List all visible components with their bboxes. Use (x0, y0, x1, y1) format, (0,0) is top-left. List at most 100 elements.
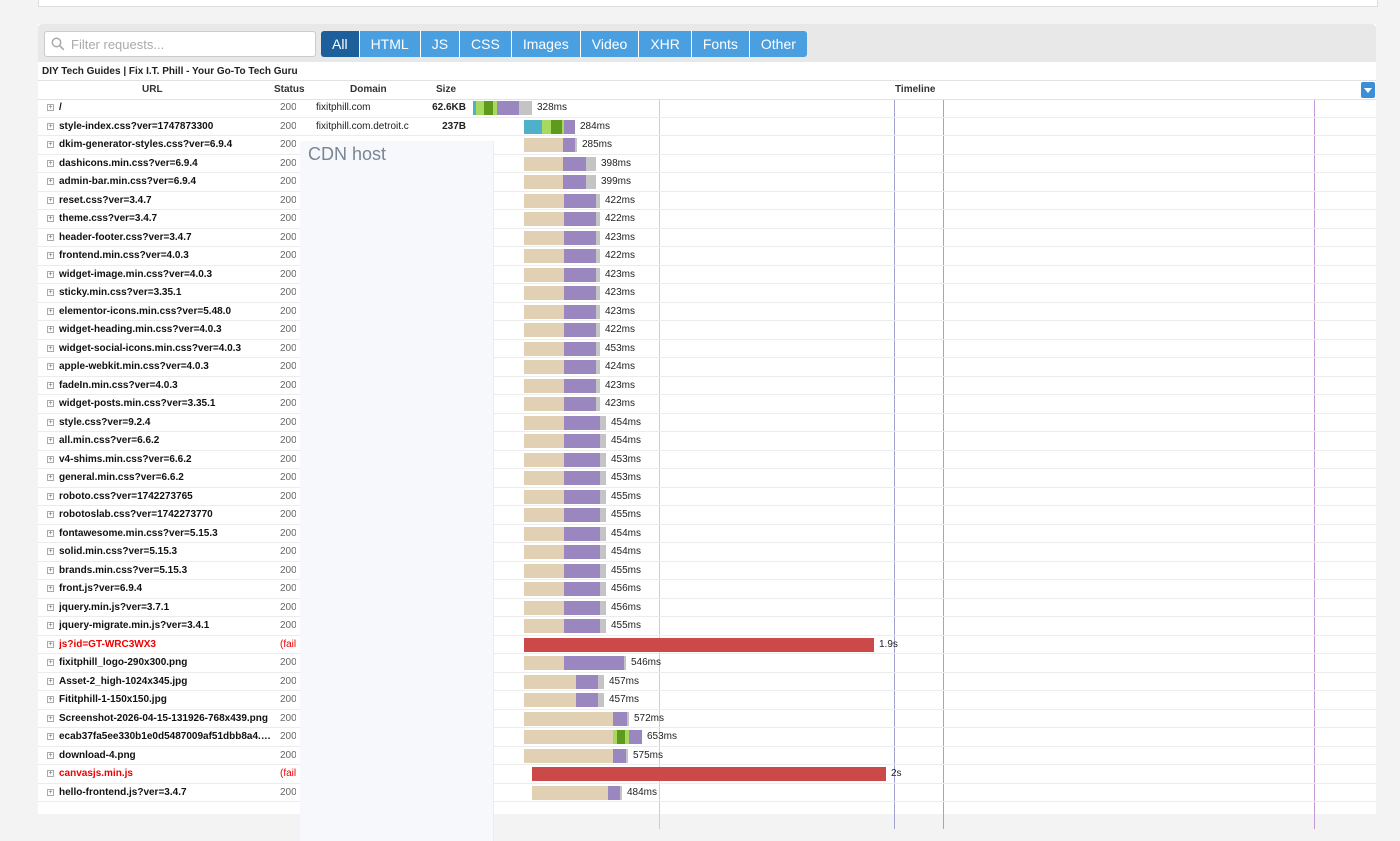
expand-row-icon[interactable]: + (47, 788, 54, 796)
filter-video-button[interactable]: Video (580, 31, 640, 57)
request-row[interactable]: + brands.min.css?ver=5.15.3 200 455ms (38, 562, 1376, 580)
request-row[interactable]: + fixitphill_logo-290x300.png 200 546ms (38, 654, 1376, 673)
filter-js-button[interactable]: JS (420, 31, 461, 57)
filter-css-button[interactable]: CSS (460, 31, 512, 57)
timing-receive (600, 489, 606, 504)
request-total-time: 422ms (605, 324, 636, 335)
expand-row-icon[interactable]: + (47, 474, 54, 481)
expand-row-icon[interactable]: + (47, 733, 54, 740)
expand-row-icon[interactable]: + (47, 344, 54, 352)
expand-row-icon[interactable]: + (47, 455, 54, 463)
request-row[interactable]: + sticky.min.css?ver=3.35.1 200 423ms (38, 284, 1376, 303)
request-row[interactable]: + widget-posts.min.css?ver=3.35.1 200 423ms (38, 395, 1376, 414)
request-row[interactable]: + theme.css?ver=3.4.7 200 422ms (38, 210, 1376, 229)
filter-xhr-button[interactable]: XHR (639, 31, 692, 57)
request-row[interactable]: + v4-shims.min.css?ver=6.6.2 200 453ms (38, 451, 1376, 469)
request-row[interactable]: + download-4.png 200 575ms (38, 747, 1376, 765)
expand-row-icon[interactable]: + (47, 585, 54, 592)
expand-row-icon[interactable]: + (47, 696, 54, 703)
expand-row-icon[interactable]: + (47, 511, 54, 518)
column-domain-header[interactable]: Domain (350, 84, 387, 95)
request-row[interactable]: + Asset-2_high-1024x345.jpg 200 457ms (38, 673, 1376, 691)
expand-row-icon[interactable]: + (47, 770, 54, 777)
expand-row-icon[interactable]: + (47, 751, 54, 759)
timing-wait (563, 138, 575, 152)
filter-images-button[interactable]: Images (511, 31, 581, 57)
request-row[interactable]: + frontend.min.css?ver=4.0.3 200 422ms (38, 247, 1376, 266)
request-row[interactable]: + fontawesome.min.css?ver=5.15.3 200 454ms (38, 525, 1376, 543)
request-row[interactable]: + dashicons.min.css?ver=6.9.4 200 398ms (38, 155, 1376, 173)
request-row[interactable]: + ecab37fa5ee330b1e0d5487009af51dbb8a4.pn… (38, 728, 1376, 747)
expand-row-icon[interactable]: + (47, 659, 54, 666)
request-row[interactable]: + Fititphill-1-150x150.jpg 200 457ms (38, 691, 1376, 710)
request-row[interactable]: + reset.css?ver=3.4.7 200 422ms (38, 192, 1376, 210)
request-row[interactable]: + style-index.css?ver=1747873300 200 fixitp… (38, 118, 1376, 136)
expand-row-icon[interactable]: + (47, 492, 54, 500)
expand-row-icon[interactable]: + (47, 233, 54, 241)
expand-row-icon[interactable]: + (47, 159, 54, 167)
expand-row-icon[interactable]: + (47, 566, 54, 574)
request-row[interactable]: + jquery-migrate.min.js?ver=3.4.1 200 455ms (38, 617, 1376, 636)
request-row[interactable]: + widget-image.min.css?ver=4.0.3 200 423ms (38, 266, 1376, 284)
expand-row-icon[interactable]: + (47, 270, 54, 278)
request-row[interactable]: + elementor-icons.min.css?ver=5.48.0 200 42… (38, 303, 1376, 321)
expand-row-icon[interactable]: + (47, 381, 54, 389)
expand-row-icon[interactable]: + (47, 622, 54, 629)
request-row[interactable]: + dkim-generator-styles.css?ver=6.9.4 200 2… (38, 136, 1376, 155)
expand-row-icon[interactable]: + (47, 640, 54, 648)
expand-row-icon[interactable]: + (47, 400, 54, 407)
filter-search-box[interactable] (44, 31, 316, 57)
expand-row-icon[interactable]: + (47, 196, 54, 204)
request-row[interactable]: + style.css?ver=9.2.4 200 454ms (38, 414, 1376, 432)
request-status: 200 (280, 435, 296, 446)
timing-wait (564, 397, 596, 411)
expand-row-icon[interactable]: + (47, 104, 54, 111)
request-row[interactable]: + widget-heading.min.css?ver=4.0.3 200 422m… (38, 321, 1376, 340)
timing-wait (564, 582, 600, 596)
filter-html-button[interactable]: HTML (359, 31, 421, 57)
expand-row-icon[interactable]: + (47, 215, 54, 222)
request-row[interactable]: + jquery.min.js?ver=3.7.1 200 456ms (38, 599, 1376, 617)
request-row[interactable]: + solid.min.css?ver=5.15.3 200 454ms (38, 543, 1376, 562)
request-row[interactable]: + roboto.css?ver=1742273765 200 455ms (38, 488, 1376, 506)
expand-row-icon[interactable]: + (47, 326, 54, 333)
request-row[interactable]: + robotoslab.css?ver=1742273770 200 455ms (38, 506, 1376, 525)
expand-row-icon[interactable]: + (47, 178, 54, 185)
request-row[interactable]: + / 200 fixitphill.com 62.6KB 328ms (38, 99, 1376, 118)
request-row[interactable]: + fadeIn.min.css?ver=4.0.3 200 423ms (38, 377, 1376, 395)
expand-row-icon[interactable]: + (47, 529, 54, 537)
request-row[interactable]: + admin-bar.min.css?ver=6.9.4 200 399ms (38, 173, 1376, 192)
filter-all-button[interactable]: All (321, 31, 360, 57)
request-row[interactable]: + hello-frontend.js?ver=3.4.7 200 484ms (38, 784, 1376, 802)
expand-row-icon[interactable]: + (47, 677, 54, 685)
expand-row-icon[interactable]: + (47, 418, 54, 426)
expand-row-icon[interactable]: + (47, 714, 54, 722)
filter-other-button[interactable]: Other (749, 31, 807, 57)
filter-requests-input[interactable] (71, 35, 311, 53)
expand-row-icon[interactable]: + (47, 141, 54, 148)
request-row[interactable]: + all.min.css?ver=6.6.2 200 454ms (38, 432, 1376, 451)
request-row[interactable]: + apple-webkit.min.css?ver=4.0.3 200 424ms (38, 358, 1376, 377)
column-timeline-header[interactable]: Timeline (895, 84, 936, 95)
request-status: 200 (280, 509, 296, 520)
request-row[interactable]: + Screenshot-2026-04-15-131926-768x439.pn… (38, 710, 1376, 728)
request-row[interactable]: + general.min.css?ver=6.6.2 200 453ms (38, 469, 1376, 488)
request-row[interactable]: + js?id=GT-WRC3WX3 (failed) 1.9s (38, 636, 1376, 654)
expand-row-icon[interactable]: + (47, 122, 54, 130)
expand-row-icon[interactable]: + (47, 603, 54, 611)
timeline-sort-dropdown[interactable] (1361, 82, 1375, 98)
expand-row-icon[interactable]: + (47, 437, 54, 444)
request-row[interactable]: + front.js?ver=6.9.4 200 456ms (38, 580, 1376, 599)
request-row[interactable]: + widget-social-icons.min.css?ver=4.0.3 20… (38, 340, 1376, 358)
filter-fonts-button[interactable]: Fonts (691, 31, 750, 57)
column-status-header[interactable]: Status (274, 84, 305, 95)
expand-row-icon[interactable]: + (47, 252, 54, 259)
request-row[interactable]: + header-footer.css?ver=3.4.7 200 423ms (38, 229, 1376, 247)
expand-row-icon[interactable]: + (47, 363, 54, 370)
request-row[interactable]: + canvasjs.min.js (failed) 2s (38, 765, 1376, 784)
column-url-header[interactable]: URL (142, 84, 163, 95)
expand-row-icon[interactable]: + (47, 548, 54, 555)
column-size-header[interactable]: Size (436, 84, 457, 95)
expand-row-icon[interactable]: + (47, 289, 54, 296)
expand-row-icon[interactable]: + (47, 307, 54, 315)
